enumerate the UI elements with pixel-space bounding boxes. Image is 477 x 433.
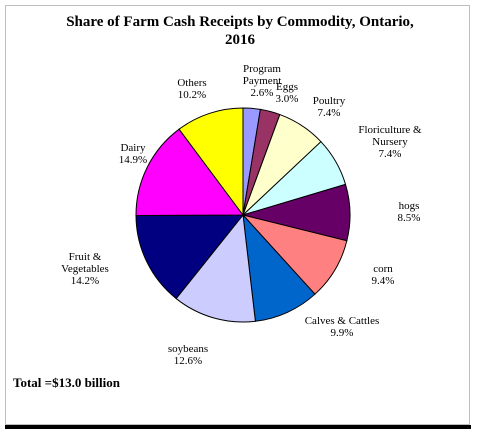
pie-slice-soybeans bbox=[175, 213, 256, 323]
slice-label-corn: corn 9.4% bbox=[372, 263, 395, 287]
slice-labels: Program Payment 2.6% Eggs 3.0% Poultry 7.4% Flo… bbox=[61, 63, 422, 367]
chart-title-line-1: Share of Farm Cash Receipts by Commodity… bbox=[66, 14, 414, 30]
slice-label-soybeans: soybeans 12.6% bbox=[168, 343, 208, 367]
slice-label-eggs: Eggs 3.0% bbox=[276, 81, 299, 105]
chart-title: Share of Farm Cash Receipts by Commodity… bbox=[66, 14, 414, 48]
slice-label-calves-cattles: Calves & Cattles 9.9% bbox=[305, 315, 380, 339]
pie-slice-fruit-vegetables bbox=[135, 214, 245, 300]
slice-label-floriculture-nursery: Floriculture & Nursery 7.4% bbox=[358, 124, 422, 160]
slice-label-dairy: Dairy 14.9% bbox=[119, 142, 147, 166]
slice-label-others: Others 10.2% bbox=[177, 77, 206, 101]
total-label: Total =$13.0 billion bbox=[13, 375, 120, 390]
pie-slice-others bbox=[178, 107, 244, 217]
chart-title-line-2: 2016 bbox=[225, 32, 256, 48]
slice-label-fruit-vegetables: Fruit & Vegetables 14.2% bbox=[61, 251, 109, 287]
slice-label-hogs: hogs 8.5% bbox=[398, 200, 421, 224]
slice-label-program-payment: Program Payment 2.6% bbox=[243, 63, 282, 99]
bottom-divider bbox=[5, 425, 471, 429]
slice-label-poultry: Poultry 7.4% bbox=[313, 95, 346, 119]
pie-slices bbox=[135, 107, 351, 323]
pie-slice-dairy bbox=[135, 128, 244, 217]
